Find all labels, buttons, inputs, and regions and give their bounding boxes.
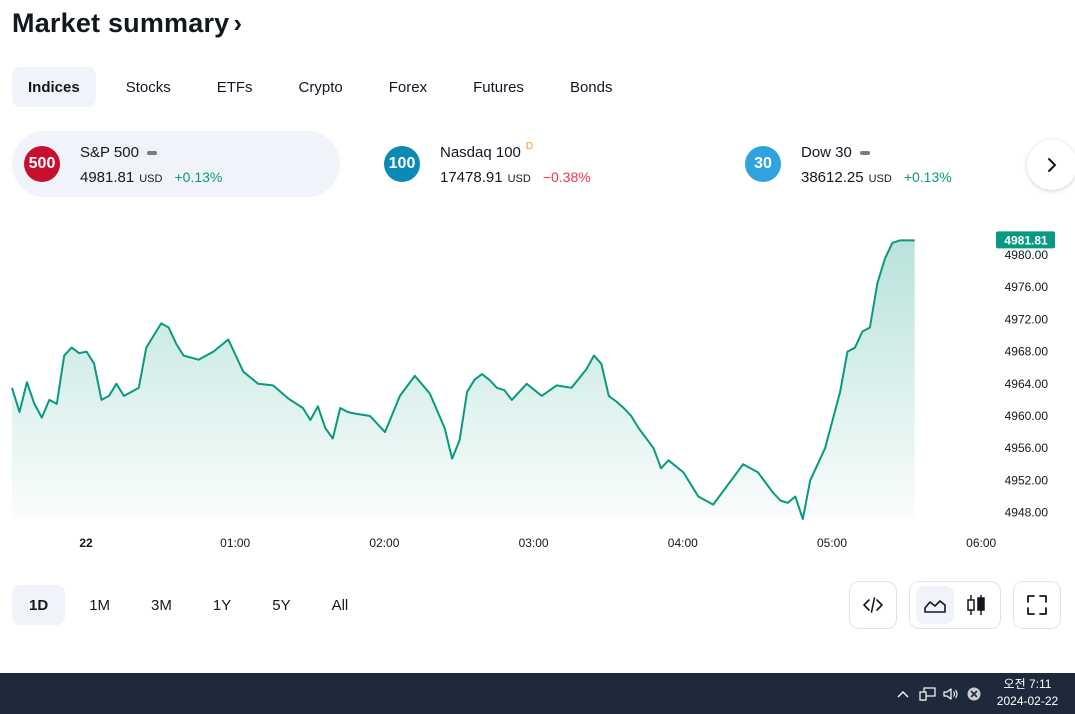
- market-closed-icon: [859, 150, 870, 155]
- range-1y[interactable]: 1Y: [212, 596, 232, 614]
- x-tick-label: 22: [79, 536, 93, 550]
- tab-indices[interactable]: Indices: [12, 67, 96, 107]
- y-tick-label: 4948.00: [1005, 506, 1049, 520]
- card-values: 4981.81 USD +0.13%: [80, 169, 222, 186]
- clock-date: 2024-02-22: [996, 694, 1059, 708]
- tab-crypto[interactable]: Crypto: [298, 78, 343, 96]
- index-name: Nasdaq 100: [440, 144, 521, 161]
- sp500-badge: 500: [24, 146, 60, 182]
- card-values: 17478.91 USD −0.38%: [440, 169, 591, 186]
- y-tick-label: 4980.00: [1005, 248, 1049, 262]
- index-cards: 500 S&P 500 4981.81 USD +0.13% 100 Nasda…: [12, 131, 1075, 197]
- embed-button[interactable]: [849, 581, 897, 629]
- code-icon: [863, 597, 883, 613]
- network-button[interactable]: [917, 673, 939, 714]
- last-price-tag: [996, 231, 1055, 249]
- index-card-dow30[interactable]: 30 Dow 30 38612.25 USD +0.13%: [733, 131, 1023, 197]
- dow30-badge: 30: [745, 146, 781, 182]
- close-circle-icon: [967, 687, 981, 700]
- clock-time: 오전 7:11: [1003, 677, 1052, 691]
- candles-chart-button[interactable]: [957, 586, 995, 624]
- network-icon: [919, 686, 936, 701]
- tab-stocks[interactable]: Stocks: [125, 78, 171, 96]
- index-change: +0.13%: [174, 168, 223, 185]
- market-summary-title[interactable]: Market summary ›: [12, 8, 242, 39]
- y-tick-label: 4972.00: [1005, 312, 1049, 326]
- x-tick-label: 02:00: [369, 536, 399, 550]
- range-1d[interactable]: 1D: [12, 585, 66, 625]
- fullscreen-button[interactable]: [1013, 581, 1061, 629]
- card-name-row: Nasdaq 100 D: [440, 141, 591, 163]
- show-hidden-icons-button[interactable]: [893, 673, 913, 714]
- delayed-data-marker: D: [525, 141, 534, 152]
- taskbar-clock[interactable]: 오전 7:11 2024-02-22: [990, 676, 1065, 710]
- price-chart[interactable]: 4980.00 4976.00 4972.00 4968.00 4964.00 4960.…: [0, 220, 1075, 560]
- index-card-sp500[interactable]: 500 S&P 500 4981.81 USD +0.13%: [12, 131, 340, 197]
- index-change: −0.38%: [542, 168, 591, 185]
- volume-button[interactable]: [941, 673, 961, 714]
- status-button[interactable]: [964, 673, 984, 714]
- y-tick-label: 4956.00: [1005, 441, 1049, 455]
- y-tick-label: 4960.00: [1005, 409, 1049, 423]
- page-title[interactable]: Market summary: [12, 8, 230, 38]
- speaker-icon: [943, 687, 958, 700]
- x-tick-label: 06:00: [966, 536, 996, 550]
- card-name-row: Dow 30: [801, 143, 952, 163]
- time-range-selector: 1D 1M 3M 1Y 5Y All: [12, 585, 372, 625]
- price-area-fill: [12, 240, 915, 519]
- index-price: 38612.25: [801, 168, 864, 186]
- y-tick-label: 4968.00: [1005, 345, 1049, 359]
- last-price-label: 4981.81: [1004, 233, 1048, 247]
- chevron-right-icon[interactable]: ›: [233, 8, 243, 38]
- index-change: +0.13%: [903, 168, 952, 185]
- windows-taskbar: 오전 7:11 2024-02-22: [0, 673, 1075, 714]
- card-name-row: S&P 500: [80, 143, 222, 163]
- index-card-nasdaq100[interactable]: 100 Nasdaq 100 D 17478.91 USD −0.38%: [372, 131, 692, 197]
- area-chart-icon: [923, 600, 946, 613]
- next-cards-button[interactable]: [1027, 140, 1075, 190]
- index-price: 4981.81: [80, 168, 135, 186]
- chevron-up-icon: [897, 690, 909, 697]
- candlestick-icon: [966, 595, 985, 615]
- tab-futures[interactable]: Futures: [473, 78, 524, 96]
- tab-forex[interactable]: Forex: [388, 78, 428, 96]
- nasdaq100-badge: 100: [384, 146, 420, 182]
- card-info: S&P 500 4981.81 USD +0.13%: [80, 143, 222, 186]
- market-closed-icon: [146, 150, 157, 155]
- currency-label: USD: [139, 172, 163, 185]
- card-info: Nasdaq 100 D 17478.91 USD −0.38%: [440, 141, 591, 186]
- x-tick-label: 01:00: [220, 536, 250, 550]
- index-name: Dow 30: [801, 144, 852, 161]
- range-5y[interactable]: 5Y: [272, 596, 291, 614]
- area-chart-button[interactable]: [915, 586, 954, 624]
- x-tick-label: 04:00: [668, 536, 698, 550]
- category-tabs: Indices Stocks ETFs Crypto Forex Futures…: [12, 67, 642, 107]
- card-values: 38612.25 USD +0.13%: [801, 169, 952, 186]
- chart-style-toggle: [909, 581, 1001, 629]
- chevron-right-icon: [1048, 158, 1056, 172]
- price-line: [11, 239, 915, 520]
- card-info: Dow 30 38612.25 USD +0.13%: [801, 143, 952, 186]
- tab-etfs[interactable]: ETFs: [216, 78, 253, 96]
- index-name: S&P 500: [80, 144, 139, 161]
- y-tick-label: 4964.00: [1005, 377, 1049, 391]
- index-price: 17478.91: [440, 168, 503, 186]
- fullscreen-icon: [1027, 595, 1047, 615]
- x-tick-label: 05:00: [817, 536, 847, 550]
- x-tick-label: 03:00: [519, 536, 549, 550]
- y-tick-label: 4976.00: [1005, 280, 1049, 294]
- y-tick-label: 4952.00: [1005, 473, 1049, 487]
- range-3m[interactable]: 3M: [151, 596, 172, 614]
- tab-bonds[interactable]: Bonds: [569, 78, 613, 96]
- range-1m[interactable]: 1M: [89, 596, 111, 614]
- range-all[interactable]: All: [331, 596, 349, 614]
- currency-label: USD: [507, 172, 531, 185]
- currency-label: USD: [868, 172, 892, 185]
